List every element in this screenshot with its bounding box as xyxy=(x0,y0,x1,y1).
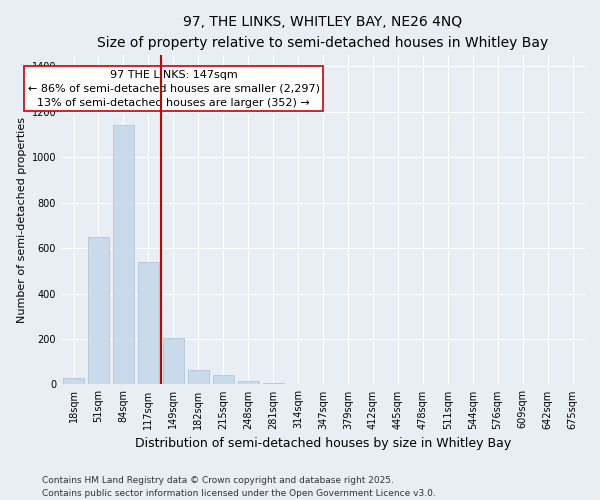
Bar xyxy=(263,382,284,384)
Text: Contains HM Land Registry data © Crown copyright and database right 2025.
Contai: Contains HM Land Registry data © Crown c… xyxy=(42,476,436,498)
Bar xyxy=(163,338,184,384)
Bar xyxy=(88,236,109,384)
Bar xyxy=(63,378,84,384)
Text: 97 THE LINKS: 147sqm
← 86% of semi-detached houses are smaller (2,297)
13% of se: 97 THE LINKS: 147sqm ← 86% of semi-detac… xyxy=(28,70,320,108)
Bar xyxy=(113,126,134,384)
Bar xyxy=(138,262,159,384)
Y-axis label: Number of semi-detached properties: Number of semi-detached properties xyxy=(17,116,28,322)
Bar xyxy=(212,376,234,384)
Title: 97, THE LINKS, WHITLEY BAY, NE26 4NQ
Size of property relative to semi-detached : 97, THE LINKS, WHITLEY BAY, NE26 4NQ Siz… xyxy=(97,15,548,50)
Bar xyxy=(188,370,209,384)
Bar xyxy=(238,381,259,384)
X-axis label: Distribution of semi-detached houses by size in Whitley Bay: Distribution of semi-detached houses by … xyxy=(135,437,511,450)
